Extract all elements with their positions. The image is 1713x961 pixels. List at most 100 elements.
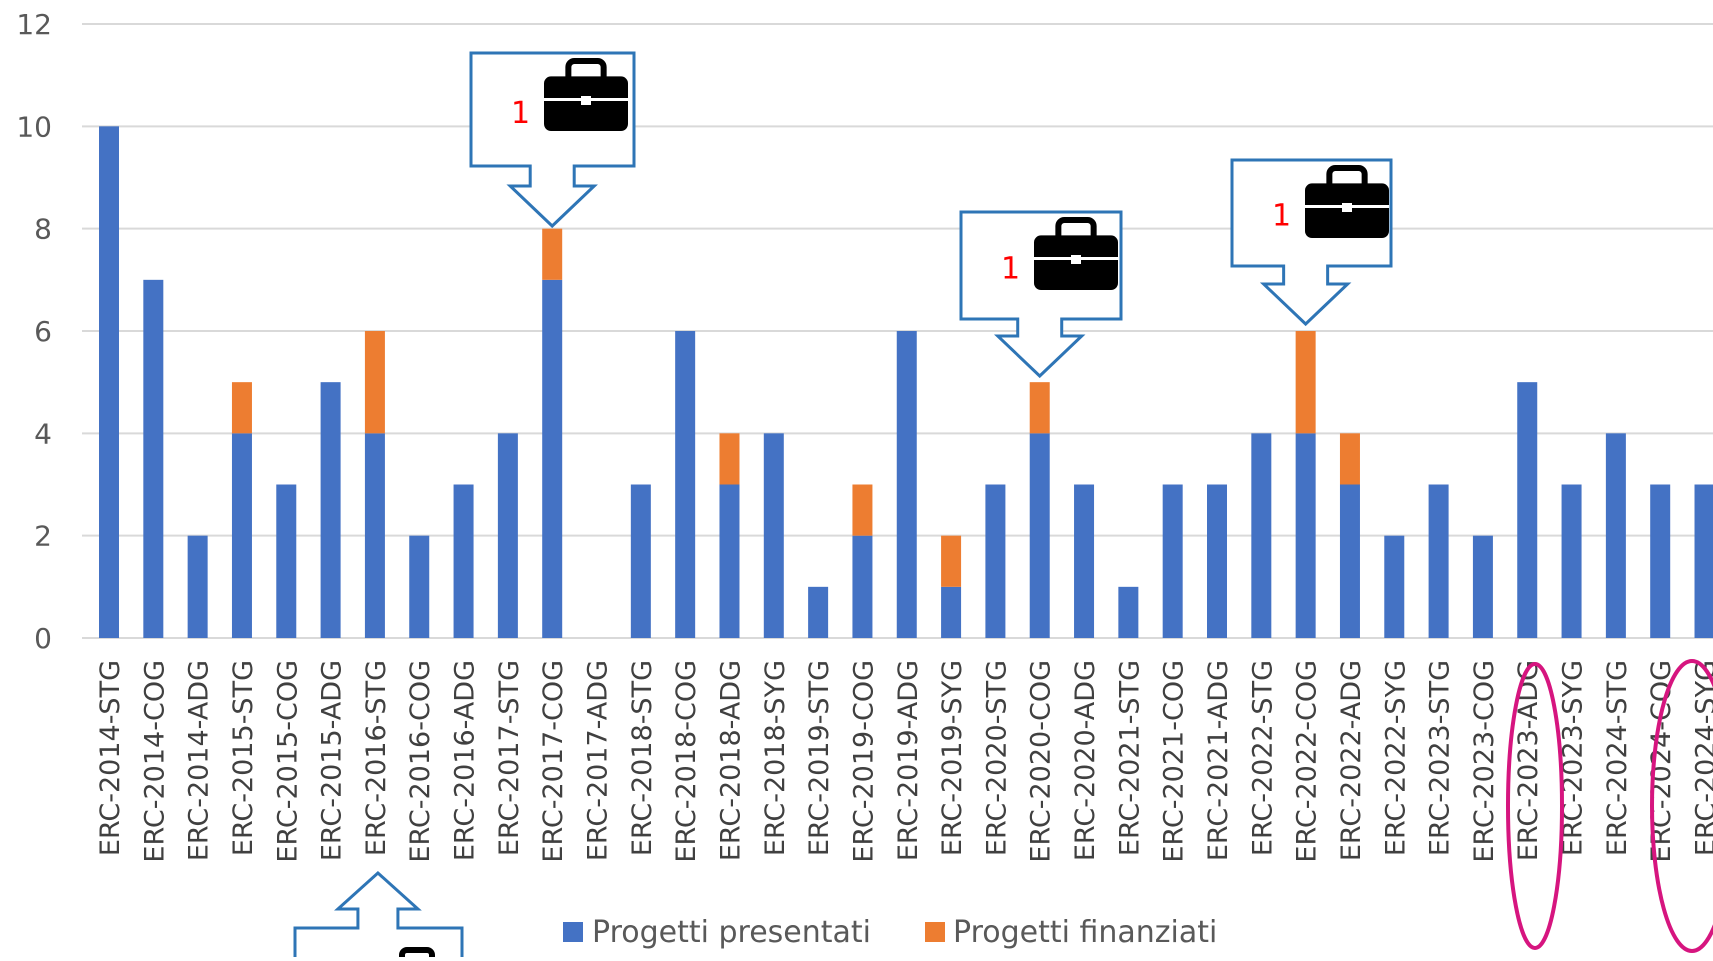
bar-finanziati (852, 484, 873, 536)
bar-finanziati (1029, 382, 1050, 434)
bar-presentati (453, 484, 474, 638)
x-tick-label: ERC-2022-COG (1292, 660, 1323, 863)
legend-swatch-presentati (563, 922, 583, 942)
x-tick-label: ERC-2021-COG (1159, 660, 1190, 863)
bar-presentati (630, 484, 651, 638)
bar-presentati (1561, 484, 1582, 638)
bar-presentati (1517, 382, 1538, 638)
bar-presentati (99, 126, 119, 638)
x-tick-label: ERC-2015-STG (228, 660, 259, 856)
callout-count: 1 (511, 96, 530, 131)
bar-finanziati (542, 228, 563, 280)
x-tick-label: ERC-2014-STG (95, 660, 126, 856)
x-tick-label: ERC-2022-SYG (1380, 660, 1411, 856)
y-tick-label: 6 (34, 315, 52, 348)
x-tick-label: ERC-2024-SYG (1691, 660, 1713, 856)
bar-presentati (985, 484, 1006, 638)
briefcase-icon (1342, 203, 1352, 212)
bar-presentati (1074, 484, 1095, 638)
bar-presentati (1029, 433, 1050, 638)
legend-label-finanziati: Progetti finanziati (953, 915, 1217, 950)
bar-finanziati (719, 433, 740, 485)
x-tick-label: ERC-2015-COG (272, 660, 303, 863)
x-tick-label: ERC-2022-ADG (1336, 660, 1367, 861)
bar-presentati (941, 586, 962, 638)
x-tick-label: ERC-2021-ADG (1203, 660, 1234, 861)
x-tick-label: ERC-2016-COG (405, 660, 436, 863)
x-tick-label: ERC-2014-COG (139, 660, 170, 863)
x-tick-label: ERC-2017-COG (538, 660, 569, 863)
bar-presentati (1605, 433, 1626, 638)
bar-presentati (1162, 484, 1183, 638)
x-tick-label: ERC-2020-STG (981, 660, 1012, 856)
bar-presentati (364, 433, 385, 638)
x-tick-label: ERC-2018-SYG (760, 660, 791, 856)
x-tick-label: ERC-2015-ADG (317, 660, 348, 861)
bar-presentati (1472, 535, 1493, 638)
bar-presentati (1428, 484, 1449, 638)
bar-presentati (409, 535, 430, 638)
bar-finanziati (1295, 331, 1316, 434)
bar-presentati (808, 586, 829, 638)
bar-finanziati (941, 535, 962, 587)
highlight-ellipse (1506, 662, 1564, 950)
x-tick-label: ERC-2019-STG (804, 660, 835, 856)
x-tick-label: ERC-2020-ADG (1070, 660, 1101, 861)
y-tick-label: 4 (34, 417, 52, 450)
bar-presentati (763, 433, 784, 638)
bar-presentati (1650, 484, 1671, 638)
legend-label-presentati: Progetti presentati (592, 915, 871, 950)
bar-finanziati (364, 331, 385, 434)
bar-presentati (719, 484, 740, 638)
y-tick-label: 8 (34, 213, 52, 246)
bar-presentati (1339, 484, 1360, 638)
highlight-ellipse (1650, 659, 1713, 953)
bar-presentati (1251, 433, 1272, 638)
x-tick-label: ERC-2019-SYG (937, 660, 968, 856)
bar-presentati (320, 382, 341, 638)
x-tick-label: ERC-2023-COG (1469, 660, 1500, 863)
x-tick-label: ERC-2024-STG (1602, 660, 1633, 856)
bar-presentati (1207, 484, 1227, 638)
bar-presentati (1295, 433, 1316, 638)
bar-finanziati (231, 382, 252, 434)
x-tick-label: ERC-2017-STG (494, 660, 525, 856)
bar-presentati (276, 484, 297, 638)
x-tick-label: ERC-2021-STG (1114, 660, 1145, 856)
callout-count: 1 (1272, 199, 1291, 234)
bar-finanziati (1339, 433, 1360, 485)
y-tick-label: 2 (34, 520, 52, 553)
briefcase-icon (581, 96, 591, 105)
x-tick-label: ERC-2018-COG (671, 660, 702, 863)
callout-count: 1 (1001, 251, 1020, 286)
bar-presentati (497, 433, 518, 638)
bar-presentati (1118, 586, 1139, 638)
bar-presentati (231, 433, 252, 638)
x-tick-label: ERC-2020-COG (1026, 660, 1057, 863)
bar-presentati (1384, 535, 1405, 638)
x-tick-label: ERC-2017-ADG (583, 660, 614, 861)
x-tick-label: ERC-2023-STG (1425, 660, 1456, 856)
x-tick-label: ERC-2019-COG (848, 660, 879, 863)
briefcase-icon (1071, 255, 1081, 264)
y-tick-label: 10 (16, 110, 52, 143)
x-tick-label: ERC-2022-STG (1247, 660, 1278, 856)
x-tick-label: ERC-2018-STG (627, 660, 658, 856)
x-tick-label: ERC-2019-ADG (893, 660, 924, 861)
bar-presentati (143, 279, 164, 638)
x-tick-label: ERC-2014-ADG (184, 660, 215, 861)
bar-presentati (896, 331, 917, 638)
x-tick-label: ERC-2016-ADG (450, 660, 481, 861)
x-tick-label: ERC-2016-STG (361, 660, 392, 856)
bar-presentati (852, 535, 873, 638)
x-tick-label: ERC-2018-ADG (715, 660, 746, 861)
y-tick-label: 12 (16, 8, 52, 41)
bar-presentati (675, 331, 696, 638)
bar-presentati (187, 535, 208, 638)
y-tick-label: 0 (34, 622, 52, 655)
callout-arrow (293, 870, 464, 957)
bar-presentati (542, 279, 563, 638)
bar-presentati (1694, 484, 1713, 638)
